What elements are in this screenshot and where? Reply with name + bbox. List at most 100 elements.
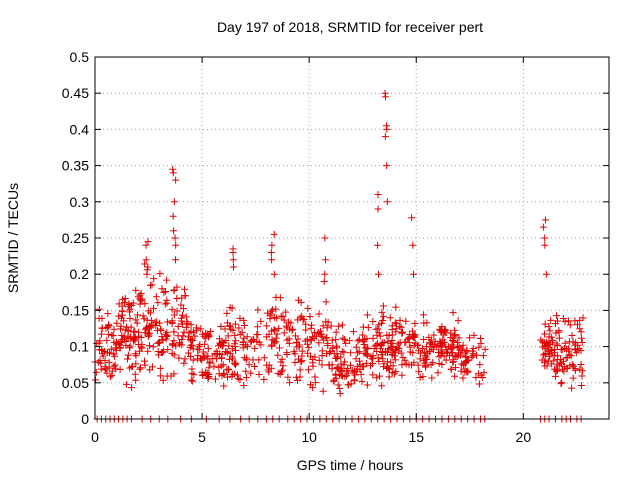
data-point: [298, 357, 306, 365]
data-point: [569, 374, 577, 382]
data-point: [229, 326, 237, 334]
data-point: [564, 317, 572, 325]
data-point: [341, 358, 349, 366]
x-tick-label: 0: [91, 429, 99, 445]
data-point: [335, 322, 343, 330]
data-point: [236, 314, 244, 322]
data-point: [374, 325, 382, 333]
data-point: [346, 337, 354, 345]
data-point: [264, 309, 272, 317]
data-point: [380, 313, 388, 321]
y-tick-label: 0: [81, 411, 89, 427]
data-point: [170, 286, 178, 294]
data-point: [201, 340, 209, 348]
data-point: [278, 366, 286, 374]
data-point: [571, 366, 579, 374]
data-point: [427, 361, 435, 369]
data-point: [476, 361, 484, 369]
data-point: [537, 336, 545, 344]
data-point: [457, 367, 465, 375]
data-point: [138, 295, 146, 303]
data-point: [177, 301, 185, 309]
data-point: [557, 380, 565, 388]
data-point: [344, 364, 352, 372]
data-point: [347, 349, 355, 357]
data-point: [136, 365, 144, 373]
data-point: [181, 355, 189, 363]
data-point: [255, 356, 263, 364]
data-point: [257, 317, 265, 325]
data-point: [425, 333, 433, 341]
data-point: [307, 324, 315, 332]
data-point: [477, 371, 485, 379]
data-point: [189, 356, 197, 364]
data-point: [566, 351, 574, 359]
data-point: [453, 353, 461, 361]
data-point: [113, 340, 121, 348]
data-point: [234, 375, 242, 383]
x-axis-ticks: 0 5 10 15 20: [91, 57, 531, 445]
data-point: [173, 294, 181, 302]
data-point: [336, 390, 344, 398]
data-point: [311, 353, 319, 361]
data-point: [324, 342, 332, 350]
data-point: [232, 337, 240, 345]
data-point: [220, 339, 228, 347]
data-point: [268, 336, 276, 344]
data-point: [337, 353, 345, 361]
data-point: [332, 336, 340, 344]
data-point: [189, 377, 197, 385]
data-point: [154, 339, 162, 347]
data-point: [205, 331, 213, 339]
data-point: [383, 363, 391, 371]
data-point: [231, 320, 239, 328]
data-point: [150, 275, 158, 283]
y-tick-label: 0.3: [70, 194, 90, 210]
data-point: [438, 348, 446, 356]
data-point: [148, 363, 156, 371]
data-point: [255, 371, 263, 379]
data-point: [296, 373, 304, 381]
data-point: [183, 318, 191, 326]
data-point: [449, 337, 457, 345]
data-point: [247, 337, 255, 345]
data-point: [398, 361, 406, 369]
data-point: [115, 300, 123, 308]
data-point: [378, 308, 386, 316]
data-point: [315, 310, 323, 318]
data-point: [232, 359, 240, 367]
data-point: [267, 307, 275, 315]
data-point: [247, 369, 255, 377]
data-point: [141, 361, 149, 369]
data-point: [325, 361, 333, 369]
data-point: [338, 366, 346, 374]
data-point: [338, 321, 346, 329]
data-point: [577, 361, 585, 369]
data-point: [124, 351, 132, 359]
y-tick-label: 0.2: [70, 266, 90, 282]
data-point: [286, 379, 294, 387]
data-point: [187, 341, 195, 349]
data-point: [124, 303, 132, 311]
data-point: [180, 328, 188, 336]
y-tick-label: 0.1: [70, 339, 90, 355]
data-point: [370, 345, 378, 353]
data-point: [468, 353, 476, 361]
peak-point: [268, 256, 276, 264]
data-point: [156, 319, 164, 327]
data-point: [469, 352, 477, 360]
data-point: [317, 330, 325, 338]
data-point: [377, 341, 385, 349]
data-point: [576, 316, 584, 324]
data-point: [456, 345, 464, 353]
data-point: [245, 361, 253, 369]
data-point: [187, 327, 195, 335]
data-point: [453, 338, 461, 346]
data-point: [223, 366, 231, 374]
data-point: [110, 325, 118, 333]
data-point: [315, 339, 323, 347]
data-point: [200, 348, 208, 356]
data-point: [572, 349, 580, 357]
data-point: [137, 289, 145, 297]
data-point: [146, 342, 154, 350]
